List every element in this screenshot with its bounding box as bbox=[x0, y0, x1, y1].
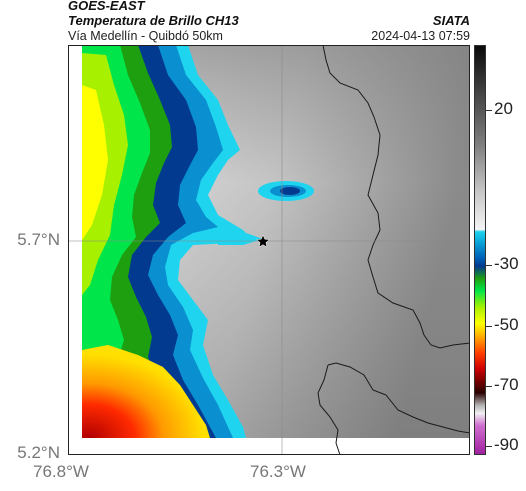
no-data-strip bbox=[82, 438, 470, 455]
lat-tick-label: 5.2°N bbox=[17, 443, 60, 462]
route-subtitle: Vía Medellín - Quibdó 50km bbox=[68, 29, 223, 43]
colorbar-tick bbox=[486, 110, 492, 111]
map-frame bbox=[68, 45, 470, 455]
colorbar-tick bbox=[486, 446, 492, 447]
lat-tick-label: 5.7°N bbox=[17, 230, 60, 249]
department-border bbox=[322, 45, 470, 349]
cloud-yellow bbox=[82, 85, 108, 240]
river-line bbox=[317, 364, 341, 455]
colorbar-label: 20 bbox=[494, 99, 513, 118]
product-title: Temperatura de Brillo CH13 bbox=[68, 13, 239, 28]
organization-label: SIATA bbox=[432, 13, 470, 28]
cold-core-red bbox=[82, 345, 210, 438]
municipal-border bbox=[327, 362, 470, 434]
brightness-temperature-map[interactable] bbox=[68, 45, 470, 455]
convective-cell-core bbox=[280, 187, 300, 195]
colorbar-label: -30 bbox=[494, 254, 519, 273]
timestamp-label: 2024-04-13 07:59 bbox=[371, 29, 470, 43]
colorbar-label: -90 bbox=[494, 435, 519, 454]
no-data-margin bbox=[68, 45, 82, 455]
colorbar-label: -70 bbox=[494, 375, 519, 394]
map-canvas bbox=[68, 45, 470, 455]
lon-tick-label: 76.8°W bbox=[33, 462, 89, 481]
cloud-tongue bbox=[218, 233, 263, 245]
colorbar-label: -50 bbox=[494, 315, 519, 334]
colorbar-tick bbox=[486, 265, 492, 266]
star-icon[interactable] bbox=[256, 234, 270, 248]
temperature-colorbar bbox=[474, 45, 486, 455]
satellite-title: GOES-EAST bbox=[68, 0, 145, 13]
colorbar-tick bbox=[486, 386, 492, 387]
colorbar-tick bbox=[486, 326, 492, 327]
lon-tick-label: 76.3°W bbox=[250, 462, 306, 481]
